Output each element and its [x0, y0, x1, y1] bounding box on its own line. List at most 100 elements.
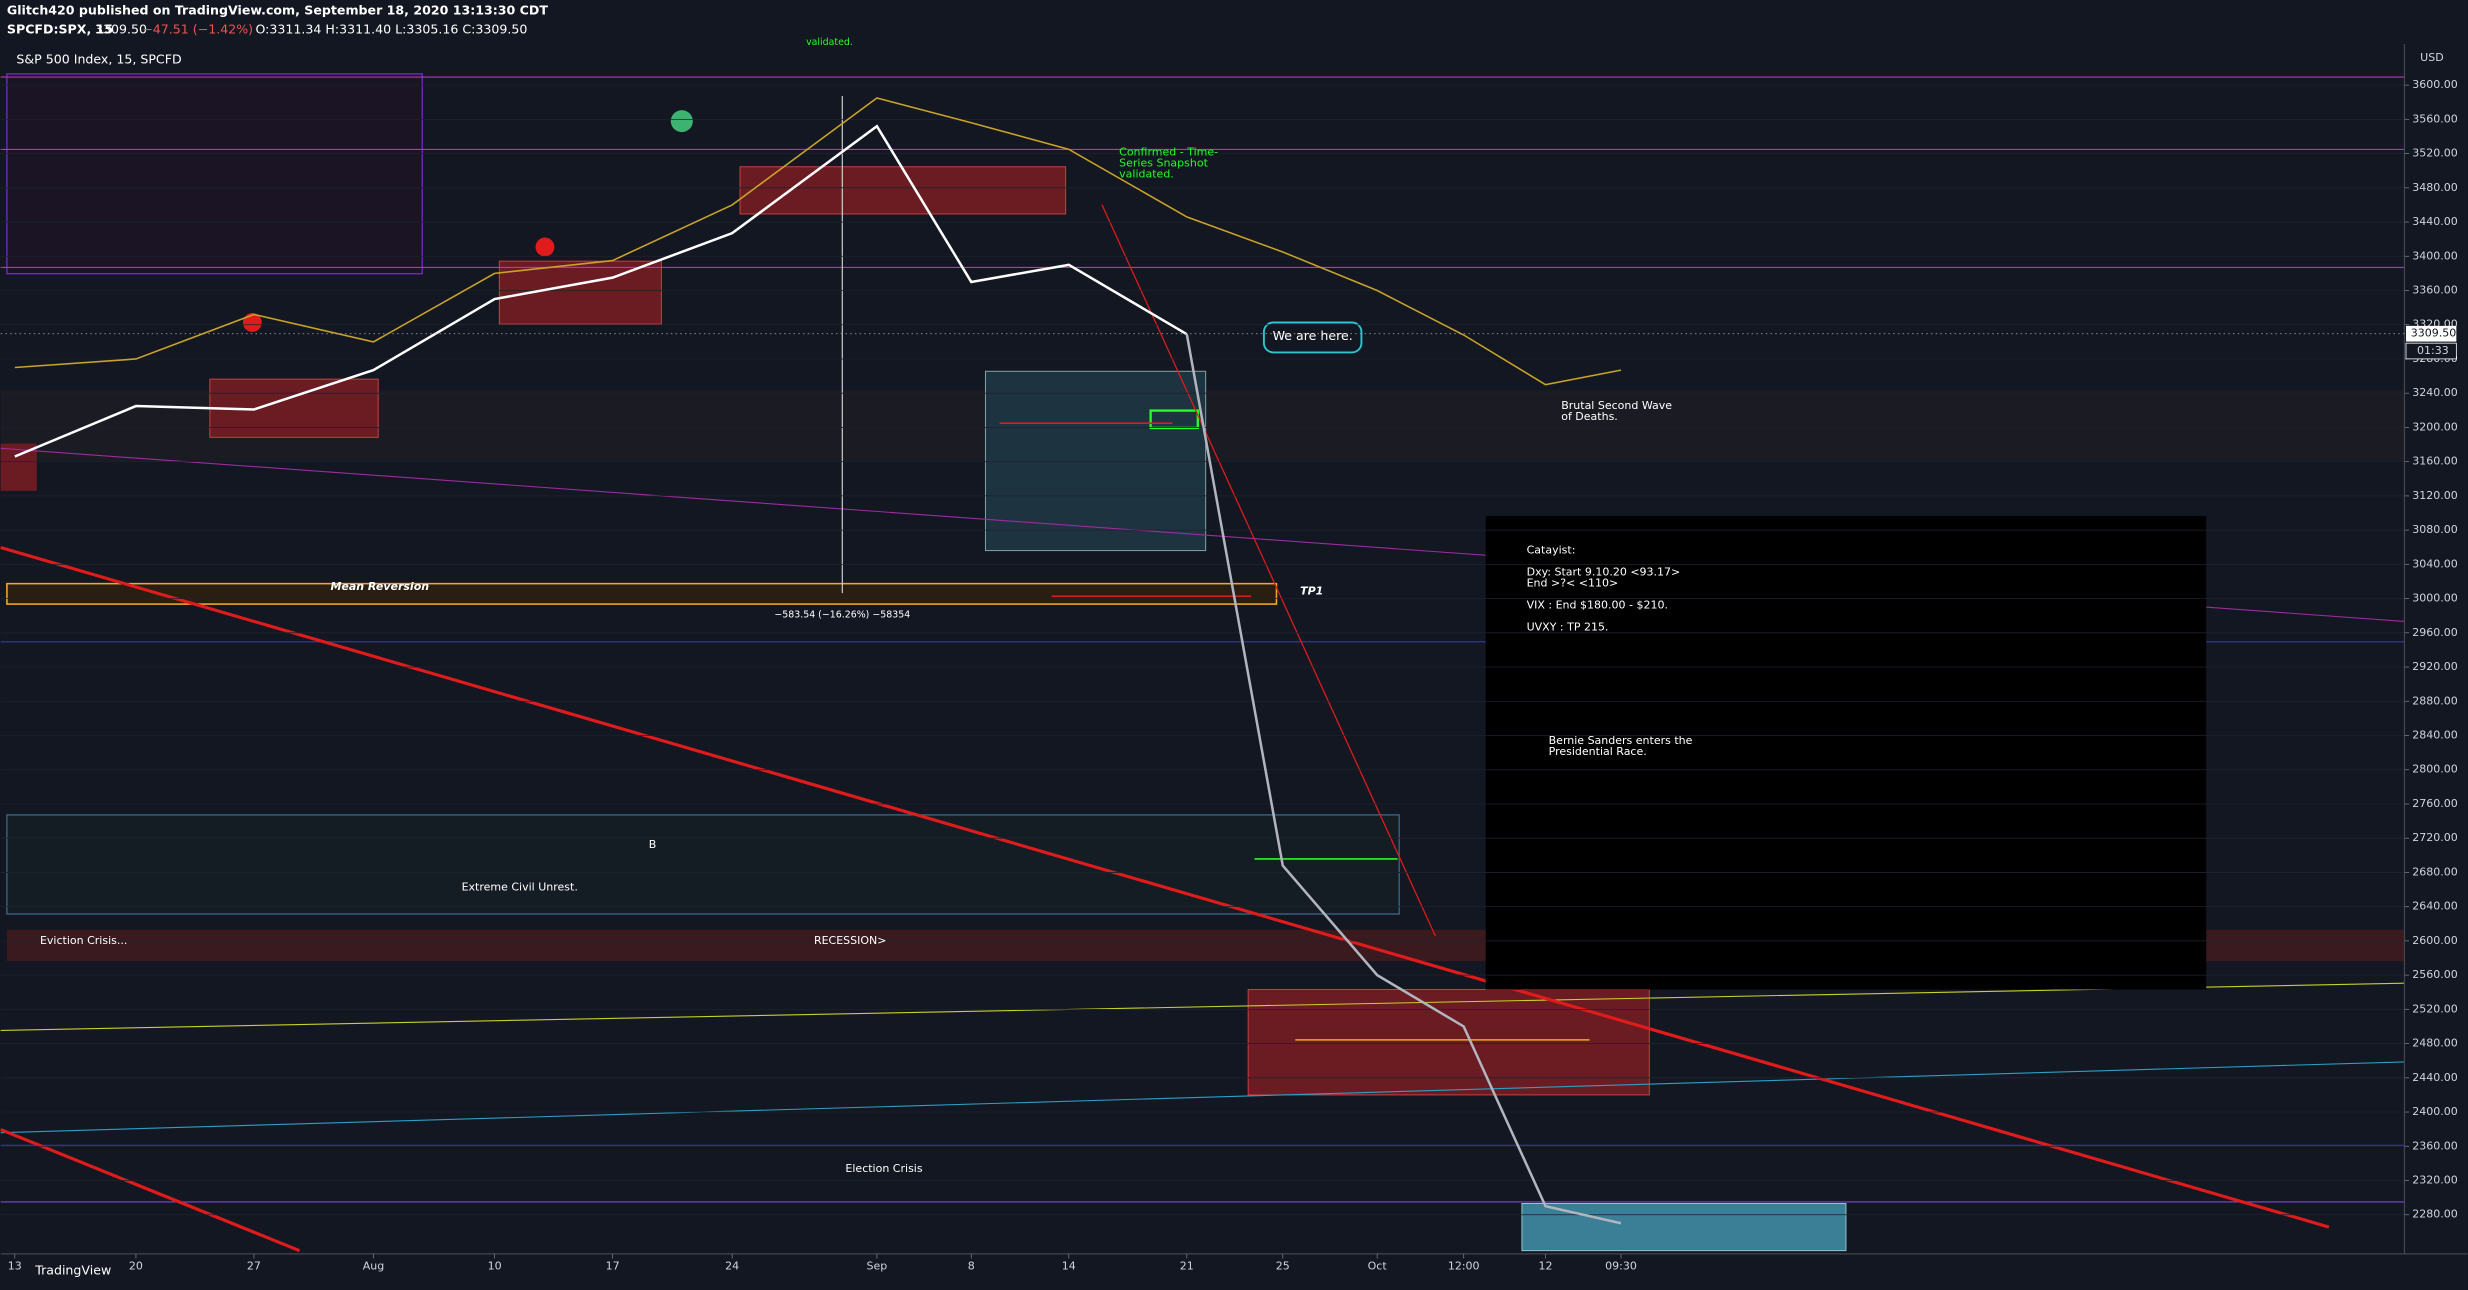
annotation: Dxy: Start 9.10.20 <93.17>: [1527, 566, 1681, 579]
y-tick-label: 2640.00: [2412, 900, 2458, 913]
plot: 3600.00 3560.00 3520.00 3480.00 3440.00 3400.…: [0, 78, 2458, 1272]
annotation: VIX : End $180.00 - $210.: [1527, 599, 1668, 612]
annotation: B: [649, 838, 657, 851]
y-tick-label: 2320.00: [2412, 1173, 2458, 1186]
annotation: RECESSION>: [814, 934, 887, 947]
x-tick-label: Aug: [363, 1259, 384, 1272]
y-tick-label: 3160.00: [2412, 455, 2458, 468]
last-price-label: 3309.50: [2411, 327, 2457, 340]
mean-reversion-zone: [6, 582, 1278, 605]
y-tick-label: 2720.00: [2412, 831, 2458, 844]
x-tick-label: 09:30: [1605, 1259, 1637, 1272]
y-tick-label: 3400.00: [2412, 249, 2458, 262]
zone: [6, 814, 1400, 915]
y-tick-label: 3200.00: [2412, 420, 2458, 433]
y-tick-label: 2600.00: [2412, 934, 2458, 947]
trend: [0, 1061, 2405, 1134]
y-tick-label: 2800.00: [2412, 763, 2458, 776]
y-tick-label: 3480.00: [2412, 181, 2458, 194]
y-tick-label: 3040.00: [2412, 557, 2458, 570]
zone: [0, 443, 37, 491]
y-tick-label: 2680.00: [2412, 865, 2458, 878]
y-tick-label: 2480.00: [2412, 1037, 2458, 1050]
x-tick-label: 24: [725, 1259, 739, 1272]
box: [1149, 409, 1199, 430]
annotation: End >?< <110>: [1527, 577, 1619, 590]
y-tick-label: 3560.00: [2412, 112, 2458, 125]
zone: [6, 73, 423, 275]
series-line: [1185, 333, 1622, 1225]
no-icon: [242, 313, 262, 332]
x-tick-label: 27: [247, 1259, 261, 1272]
no-icon: [535, 237, 555, 257]
trend: [0, 982, 2405, 1031]
annotation: Presidential Race.: [1549, 745, 1647, 758]
trend: [0, 1128, 301, 1253]
series-line: [14, 97, 1622, 386]
annotation: of Deaths.: [1561, 410, 1618, 423]
zones: [0, 44, 2468, 1255]
annotation: Catayist:: [1527, 544, 1576, 557]
countdown-box: [2405, 342, 2457, 360]
annotation: validated.: [806, 37, 853, 48]
currency: USD: [2420, 51, 2444, 64]
x-tick-label: 13: [8, 1259, 22, 1272]
brand: TradingView: [34, 1263, 111, 1278]
y-tick-label: 3240.00: [2412, 386, 2458, 399]
annotation: −583.54 (−16.26%) −58354: [774, 610, 910, 621]
zone: [1247, 989, 1650, 1096]
x-tick-label: 12:00: [1448, 1259, 1480, 1272]
x-tick-label: 10: [488, 1259, 502, 1272]
y-tick-label: 2760.00: [2412, 797, 2458, 810]
zone: [1521, 1203, 1847, 1252]
y-tick-label: 3600.00: [2412, 78, 2458, 91]
x-tick-label: 12: [1538, 1259, 1552, 1272]
series-line: [14, 124, 1188, 458]
x-tick-label: Oct: [1368, 1259, 1388, 1272]
x-tick-label: 25: [1276, 1259, 1290, 1272]
y-tick-label: 3440.00: [2412, 215, 2458, 228]
y-tick-label: 2560.00: [2412, 968, 2458, 981]
change: −47.51 (−1.42%): [142, 21, 253, 36]
y-tick-label: 3000.00: [2412, 592, 2458, 605]
annotation: Mean Reversion: [330, 580, 429, 593]
y-tick-label: 2360.00: [2412, 1139, 2458, 1152]
y-tick-label: 3120.00: [2412, 489, 2458, 502]
y-tick-label: 2960.00: [2412, 626, 2458, 639]
price: 3309.50: [95, 21, 147, 36]
annotation: validated.: [1119, 168, 1174, 181]
x-tick-label: 17: [606, 1259, 620, 1272]
chart-title: S&P 500 Index, 15, SPCFD: [16, 51, 181, 66]
annotation: Eviction Crisis...: [40, 934, 127, 947]
y-tick-label: 2840.00: [2412, 729, 2458, 742]
symbol: SPCFD:SPX, 15: [7, 21, 113, 36]
check-icon: [670, 110, 693, 133]
annotation: UVXY : TP 215.: [1527, 621, 1609, 634]
catalyst-box: [1485, 516, 2207, 990]
y-tick-label: 2520.00: [2412, 1002, 2458, 1015]
countdown: 01:33: [2417, 344, 2449, 357]
annotations: Glitch420 published on TradingView.com, …: [7, 3, 2444, 1278]
y-tick-label: 3080.00: [2412, 523, 2458, 536]
x-tick-label: 14: [1062, 1259, 1076, 1272]
publisher: Glitch420 published on TradingView.com, …: [7, 3, 548, 18]
annotation: Series Snapshot: [1119, 157, 1208, 170]
annotation: Confirmed - Time-: [1119, 146, 1218, 159]
last-price-box: [2406, 325, 2457, 342]
annotation: Election Crisis: [845, 1162, 922, 1175]
y-tick-label: 2920.00: [2412, 660, 2458, 673]
y-tick-label: 2880.00: [2412, 694, 2458, 707]
trend: [0, 545, 2330, 1229]
x-tick-label: 20: [129, 1259, 143, 1272]
annotation: Bernie Sanders enters the: [1549, 734, 1693, 747]
annotation: We are here.: [1273, 328, 1353, 343]
annotation: Brutal Second Wave: [1561, 399, 1672, 412]
trend: [1101, 204, 1436, 937]
x-tick-label: 8: [968, 1259, 975, 1272]
y-tick-label: 2440.00: [2412, 1071, 2458, 1084]
annotation: Extreme Civil Unrest.: [462, 880, 578, 893]
x-tick-label: 21: [1180, 1259, 1194, 1272]
